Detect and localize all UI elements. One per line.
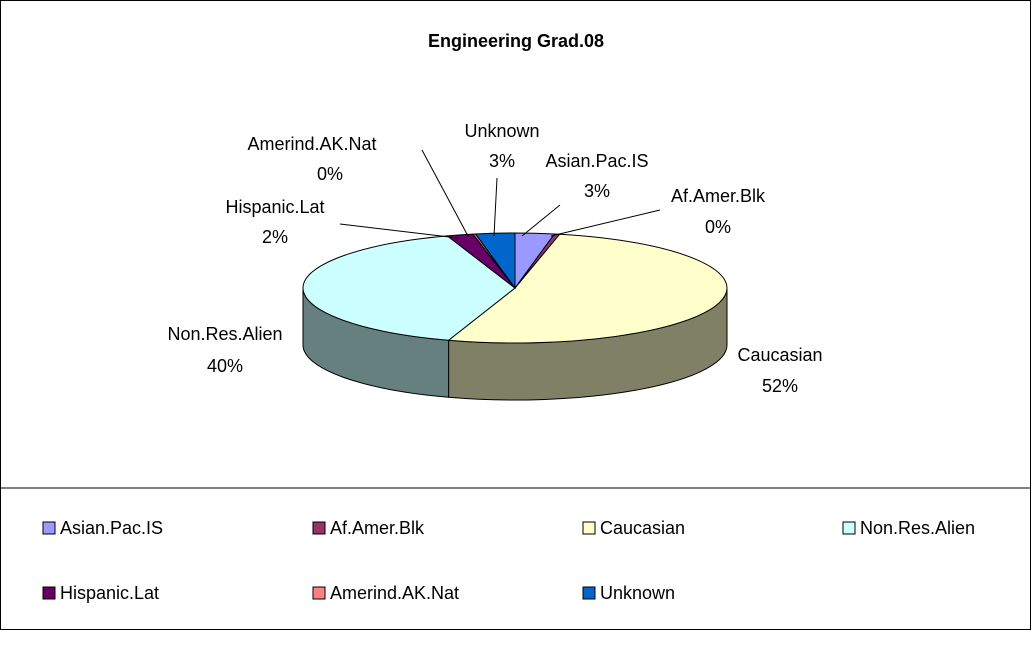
data-label: 0% bbox=[317, 164, 343, 184]
legend-label: Unknown bbox=[600, 583, 675, 603]
data-label: 3% bbox=[489, 151, 515, 171]
legend-swatch bbox=[842, 521, 856, 535]
legend-label: Amerind.AK.Nat bbox=[330, 583, 459, 603]
leader-lines bbox=[339, 149, 661, 239]
data-label-name: Hispanic.Lat bbox=[225, 197, 324, 217]
data-label-name: Non.Res.Alien bbox=[167, 324, 282, 344]
data-label-name: Af.Amer.Blk bbox=[671, 186, 766, 206]
data-label: 0% bbox=[705, 217, 731, 237]
legend-swatch bbox=[312, 521, 326, 535]
legend-swatch bbox=[312, 586, 326, 600]
pie-slice bbox=[302, 235, 516, 341]
chart-title: Engineering Grad.08 bbox=[428, 31, 604, 51]
data-label-name: Amerind.AK.Nat bbox=[247, 134, 376, 154]
legend-swatch bbox=[42, 521, 56, 535]
pie-slice bbox=[474, 232, 516, 290]
data-label-name: Caucasian bbox=[737, 345, 822, 365]
legend-swatch bbox=[582, 521, 596, 535]
data-label: 2% bbox=[262, 227, 288, 247]
legend-label: Asian.Pac.IS bbox=[60, 518, 163, 538]
legend-label: Caucasian bbox=[600, 518, 685, 538]
legend-label: Af.Amer.Blk bbox=[330, 518, 425, 538]
legend-label: Non.Res.Alien bbox=[860, 518, 975, 538]
legend-swatch bbox=[582, 586, 596, 600]
pie-slice bbox=[447, 233, 728, 344]
legend-swatch bbox=[42, 586, 56, 600]
data-label-name: Asian.Pac.IS bbox=[545, 151, 648, 171]
legend-label: Hispanic.Lat bbox=[60, 583, 159, 603]
data-label: 3% bbox=[584, 181, 610, 201]
data-label: 40% bbox=[207, 356, 243, 376]
data-label-name: Unknown bbox=[464, 121, 539, 141]
data-label: 52% bbox=[762, 376, 798, 396]
